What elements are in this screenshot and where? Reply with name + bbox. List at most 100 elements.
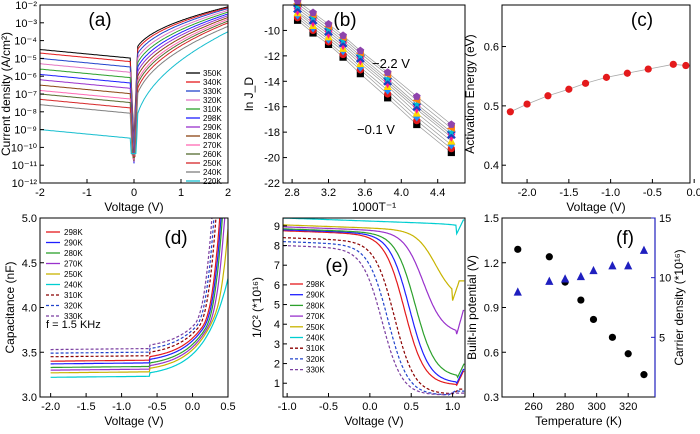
legend-label: 330K — [306, 366, 325, 375]
x-tick-label: -2 — [35, 187, 45, 199]
data-point — [608, 333, 617, 341]
panel-label: (d) — [164, 228, 187, 249]
panel-b: 2.8 3.2 3.6 4.0 4.4 -22 -20 -18 -16 -14 -12 -10 1000… — [242, 0, 466, 214]
y-tick-label: 10⁻⁸ — [14, 107, 37, 119]
cv-curve-290K — [50, 218, 222, 365]
data-point — [506, 108, 514, 116]
iv-curve-250K — [40, 22, 228, 157]
legend-label: 270K — [64, 260, 83, 269]
y-tick-label: 4 — [274, 319, 280, 331]
data-point — [356, 46, 365, 55]
y2-axis-label: Carrier density (*10¹⁶) — [672, 249, 686, 365]
x-tick-label: 0.0 — [185, 401, 200, 413]
data-point — [447, 148, 455, 157]
data-point — [338, 36, 348, 45]
y2-tick-label: 5 — [659, 332, 665, 344]
cv-curve-240K — [50, 278, 228, 378]
cv-curve-270K — [50, 218, 226, 371]
x-axis-label: Voltage (V) — [344, 414, 403, 428]
legend-label: 240K — [306, 334, 325, 343]
data-point — [383, 68, 392, 76]
y-tick-label: 10⁻² — [15, 0, 37, 12]
x-tick-label: 260 — [524, 401, 542, 413]
legend-label: 340K — [203, 78, 222, 87]
data-point — [355, 51, 365, 60]
mott-curve-270K — [283, 226, 465, 335]
y-tick-label: 6 — [274, 280, 280, 292]
x-tick-label: -2.0 — [518, 187, 537, 199]
y-axis-label: ln J_D — [242, 77, 256, 111]
y-tick-label: -16 — [264, 102, 280, 114]
x-tick-label: 4.4 — [430, 187, 445, 199]
y-axis-label: Activation Energy (eV) — [463, 34, 477, 153]
y2-tick-label: 15 — [659, 213, 671, 225]
y-tick-label: 3 — [274, 339, 280, 351]
y-tick-label: -12 — [264, 51, 280, 63]
data-point — [589, 315, 598, 324]
data-point — [356, 70, 364, 78]
iv-curve-298K — [40, 13, 228, 164]
data-point — [514, 245, 522, 253]
data-point — [293, 1, 302, 10]
panel-label: (a) — [88, 10, 111, 31]
cv-curve-330K — [50, 218, 213, 351]
x-tick-label: 4.0 — [394, 187, 409, 199]
y-tick-label: 10⁻⁵ — [14, 53, 37, 65]
y-tick-label: -10 — [264, 25, 280, 37]
data-point — [447, 120, 456, 128]
data-point — [412, 102, 422, 112]
y-tick-label: -20 — [264, 153, 280, 165]
x-tick-label: -0.5 — [643, 187, 662, 199]
iv-curve-280K — [40, 17, 228, 161]
y-tick-label: -18 — [264, 127, 280, 139]
y-tick-label: 10⁻¹⁰ — [11, 142, 38, 154]
mott-curve-290K — [283, 229, 465, 385]
y-tick-label: 8 — [274, 241, 280, 253]
x-tick-label: 320 — [619, 401, 637, 413]
data-point — [581, 79, 590, 87]
y-tick-label: 2 — [274, 359, 280, 371]
data-point — [446, 127, 456, 136]
iv-curve-270K — [40, 18, 228, 160]
legend-label: 240K — [203, 168, 222, 177]
data-point — [545, 253, 553, 261]
data-point — [356, 62, 364, 72]
legend-a: 350K340K330K320K310K298K290K280K270K260K… — [186, 69, 222, 186]
x-tick-label: -0.5 — [148, 401, 167, 413]
data-point — [413, 120, 421, 129]
x-tick-label: -0.5 — [319, 401, 338, 413]
y-tick-label: -14 — [264, 76, 280, 88]
y-tick-label: -22 — [264, 178, 280, 190]
cv-curve-280K — [50, 218, 223, 369]
y-tick-label: 5.0 — [22, 213, 37, 225]
plot-frame — [282, 217, 466, 398]
data-point-stroke — [412, 102, 422, 112]
y-axis-label: Built-in potential (V) — [465, 255, 479, 360]
data-point — [324, 19, 333, 28]
x-axis-label: Voltage (V) — [566, 200, 625, 214]
y-tick-label: 0.6 — [484, 42, 499, 54]
data-point — [447, 140, 455, 150]
mott-curve-320K — [283, 241, 465, 396]
data-point — [384, 85, 392, 95]
data-point — [308, 13, 318, 22]
x-tick-label: 0.5 — [220, 401, 235, 413]
y-tick-label: 1.2 — [484, 258, 499, 270]
data-point — [523, 100, 531, 108]
panel-label: (e) — [325, 256, 348, 277]
legend-label: 260K — [203, 150, 222, 159]
data-point — [412, 92, 421, 100]
legend-label: 270K — [203, 141, 222, 150]
y-tick-label: 4.0 — [22, 303, 37, 315]
legend-label: 290K — [306, 291, 325, 300]
x-tick-label: 0.0 — [362, 401, 377, 413]
x-axis-label: Voltage (V) — [104, 414, 163, 428]
data-point-stroke — [446, 130, 456, 140]
legend-label: 290K — [203, 123, 222, 132]
data-point — [608, 261, 617, 270]
legend-label: 240K — [64, 281, 83, 290]
x-tick-label: -1 — [82, 187, 92, 199]
y-tick-label: 10⁻⁴ — [14, 36, 37, 48]
y-axis-label: Current density (A/cm²) — [0, 32, 13, 156]
y-tick-label: 1 — [274, 378, 280, 390]
